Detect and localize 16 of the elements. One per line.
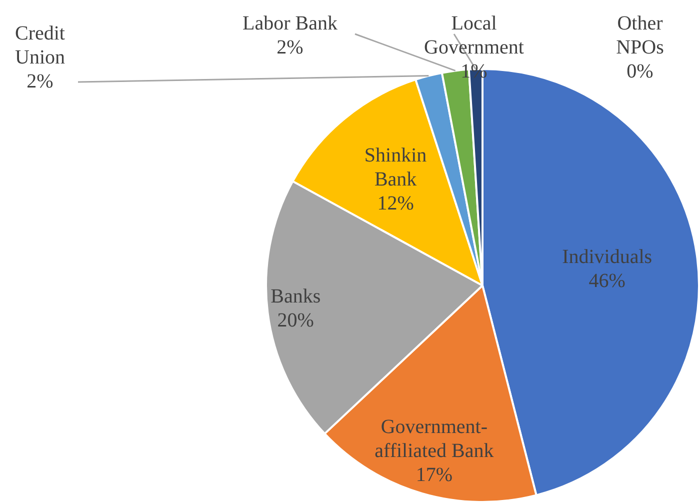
text: 0% xyxy=(626,60,654,82)
data-label: 2% xyxy=(276,36,304,58)
slice-label: Individuals xyxy=(562,246,652,268)
data-label: 1% xyxy=(460,60,488,82)
slice-label: Credit Union xyxy=(15,22,66,68)
data-label: 20% xyxy=(277,309,314,332)
slice-label: Banks xyxy=(270,285,321,308)
data-label: 2% xyxy=(26,70,54,92)
data-label: 17% xyxy=(416,464,453,486)
slice-label: Government-affiliated Bank xyxy=(374,416,494,462)
slice-label: Local Government xyxy=(424,12,524,58)
data-label: 46% xyxy=(588,270,626,292)
slice-label: Shinkin Bank xyxy=(364,144,427,191)
data-label: 12% xyxy=(377,192,414,215)
category-label: Other NPOs xyxy=(616,12,664,58)
slice-label: Labor Bank xyxy=(242,12,338,34)
